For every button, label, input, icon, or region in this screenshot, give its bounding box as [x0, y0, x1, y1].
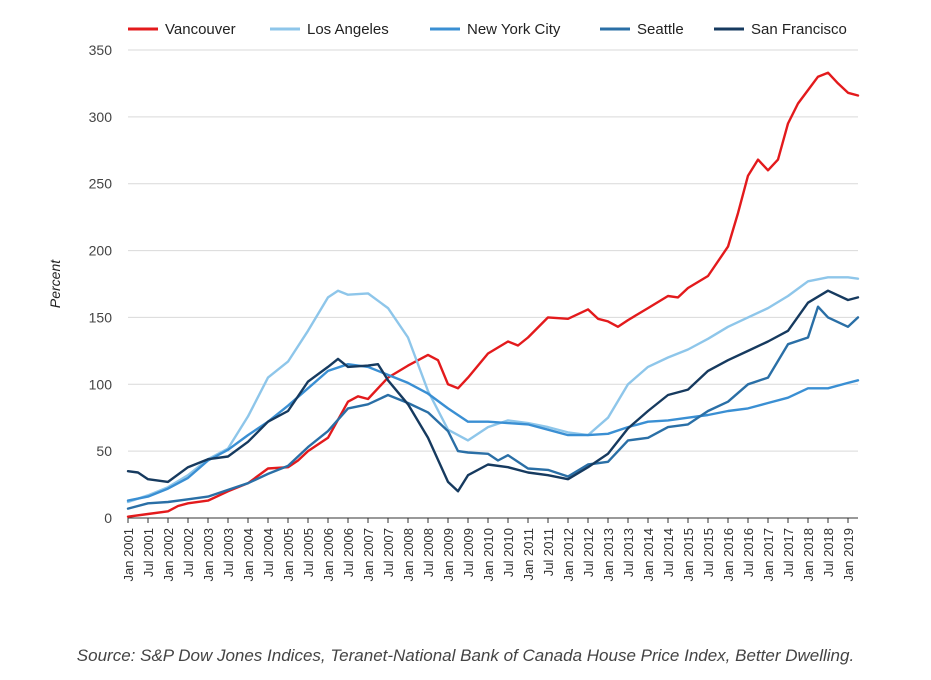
x-tick-label: Jan 2013 — [601, 528, 616, 582]
legend: Vancouver Los Angeles New York City Seattle… — [128, 21, 847, 38]
legend-label: Seattle — [637, 21, 684, 38]
y-tick-label: 300 — [89, 109, 113, 125]
series-line-new-york-city — [126, 363, 860, 502]
x-tick-label: Jan 2012 — [561, 528, 576, 582]
x-tick-label: Jan 2004 — [241, 528, 256, 582]
legend-label: Los Angeles — [307, 21, 389, 38]
x-tick-label: Jul 2014 — [661, 528, 676, 577]
x-tick-label: Jan 2009 — [441, 528, 456, 582]
x-tick-label: Jul 2015 — [701, 528, 716, 577]
y-axis-label: Percent — [47, 259, 63, 308]
y-tick-label: 150 — [89, 309, 113, 325]
x-tick-label: Jan 2010 — [481, 528, 496, 582]
x-tick-label: Jan 2014 — [641, 528, 656, 582]
chart-container: 0 50 100 150 200 250 300 350 Jan 2001 Jul 2001 Jan… — [47, 21, 860, 582]
x-tick-label: Jan 2001 — [121, 528, 136, 582]
x-tick-label: Jul 2012 — [581, 528, 596, 577]
x-tick-label: Jan 2017 — [761, 528, 776, 582]
x-tick-label: Jul 2017 — [781, 528, 796, 577]
line-chart: 0 50 100 150 200 250 300 350 Jan 2001 Jul 2001 Jan… — [47, 21, 860, 582]
x-tick-label: Jul 2013 — [621, 528, 636, 577]
series-line-los-angeles — [126, 276, 860, 504]
x-tick-label: Jan 2016 — [721, 528, 736, 582]
x-tick-label: Jul 2001 — [141, 528, 156, 577]
gridlines — [128, 49, 858, 519]
y-tick-label: 100 — [89, 376, 113, 392]
x-tick-label: Jan 2019 — [841, 528, 856, 582]
x-tick-label: Jul 2009 — [461, 528, 476, 577]
y-tick-label: 250 — [89, 176, 113, 192]
source-note: Source: S&P Dow Jones Indices, Teranet-N… — [76, 646, 855, 665]
y-tick-label: 350 — [89, 42, 113, 58]
x-tick-label: Jan 2018 — [801, 528, 816, 582]
x-tick-label: Jul 2003 — [221, 528, 236, 577]
x-tick-label: Jul 2005 — [301, 528, 316, 577]
x-tick-label: Jul 2007 — [381, 528, 396, 577]
x-tick-label: Jan 2006 — [321, 528, 336, 582]
x-tick-label: Jan 2008 — [401, 528, 416, 582]
y-tick-label: 0 — [104, 510, 112, 526]
x-tick-label: Jan 2002 — [161, 528, 176, 582]
x-tick-label: Jan 2015 — [681, 528, 696, 582]
x-tick-label: Jul 2002 — [181, 528, 196, 577]
x-tick-label: Jan 2011 — [521, 528, 536, 581]
y-tick-label: 50 — [96, 443, 112, 459]
x-tick-label: Jul 2010 — [501, 528, 516, 577]
x-tick-label: Jan 2005 — [281, 528, 296, 582]
legend-label: San Francisco — [751, 21, 847, 38]
legend-label: New York City — [467, 21, 561, 38]
series-line-seattle — [126, 305, 860, 510]
legend-label: Vancouver — [165, 21, 236, 38]
x-tick-label: Jan 2003 — [201, 528, 216, 582]
y-tick-label: 200 — [89, 243, 113, 259]
x-tick-label: Jan 2007 — [361, 528, 376, 582]
x-tick-label: Jul 2004 — [261, 528, 276, 577]
x-tick-label: Jul 2011 — [541, 528, 556, 576]
x-tick-label: Jul 2016 — [741, 528, 756, 577]
x-tick-label: Jul 2008 — [421, 528, 436, 577]
series-line-san-francisco — [126, 289, 860, 493]
x-tick-label: Jul 2006 — [341, 528, 356, 577]
x-tick-label: Jul 2018 — [821, 528, 836, 577]
